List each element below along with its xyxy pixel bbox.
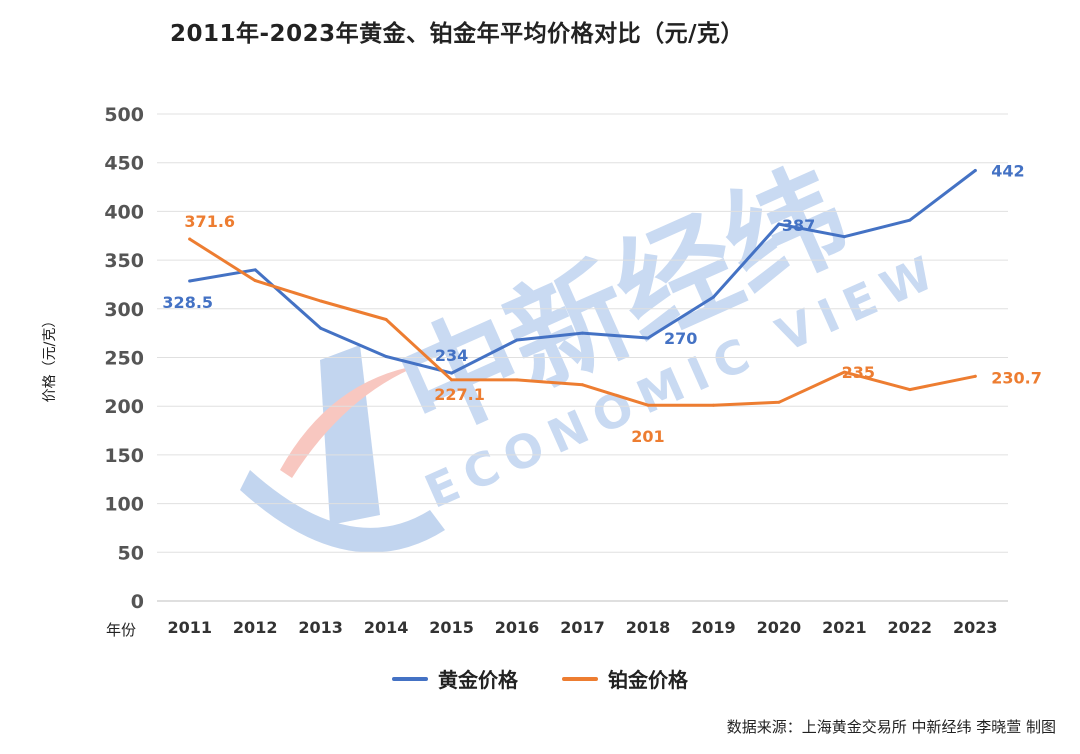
x-tick-label: 2013 [298, 618, 343, 637]
data-label: 235 [842, 363, 875, 382]
y-tick-label: 100 [104, 494, 144, 516]
data-labels: 328.5 234 270 387 442 371.6 227.1 201 235 230.7 [162, 161, 1041, 446]
axes: 0 50 100 150 200 250 300 350 400 450 500 2011 2012 20… [104, 104, 997, 637]
y-tick-label: 350 [104, 250, 144, 272]
data-point[interactable] [450, 371, 454, 375]
x-tick-label: 2020 [757, 618, 802, 637]
legend: 黄金价格 铂金价格 [0, 664, 1080, 693]
data-point[interactable] [450, 378, 454, 382]
watermark-swoosh-red [280, 365, 420, 478]
y-tick-label: 150 [104, 445, 144, 467]
data-label: 328.5 [162, 293, 213, 312]
data-point[interactable] [973, 374, 977, 378]
chart-title: 2011年-2023年黄金、铂金年平均价格对比（元/克） [170, 21, 744, 47]
data-point[interactable] [253, 279, 257, 283]
data-point[interactable] [319, 326, 323, 330]
y-tick-label: 500 [104, 104, 144, 126]
data-point[interactable] [188, 279, 192, 283]
data-point[interactable] [188, 237, 192, 241]
x-tick-label: 2021 [822, 618, 867, 637]
data-label: 230.7 [991, 368, 1042, 387]
data-label: 387 [782, 216, 815, 235]
data-label: 371.6 [184, 212, 235, 231]
data-point[interactable] [253, 268, 257, 272]
x-tick-label: 2019 [691, 618, 736, 637]
data-label: 227.1 [434, 385, 485, 404]
x-tick-label: 2017 [560, 618, 605, 637]
x-tick-label: 2015 [429, 618, 474, 637]
x-tick-label: 2018 [626, 618, 671, 637]
y-axis-label: 价格（元/克） [42, 313, 58, 403]
data-label: 234 [435, 346, 468, 365]
watermark-logo: 中新经纬 ECONOMIC VIEW [240, 144, 950, 553]
y-tick-label: 50 [118, 542, 144, 564]
x-tick-label: 2011 [167, 618, 212, 637]
watermark-swoosh-left [320, 345, 380, 525]
x-axis-label: 年份 [106, 621, 137, 639]
data-point[interactable] [384, 318, 388, 322]
legend-swatch-platinum [562, 676, 598, 681]
data-point[interactable] [908, 218, 912, 222]
data-point[interactable] [973, 168, 977, 172]
data-point[interactable] [711, 295, 715, 299]
data-point[interactable] [319, 299, 323, 303]
legend-item-platinum[interactable]: 铂金价格 [562, 664, 688, 693]
data-point[interactable] [581, 331, 584, 335]
x-tick-label: 2012 [233, 618, 278, 637]
y-tick-label: 400 [104, 201, 144, 223]
data-point[interactable] [908, 388, 912, 392]
x-tick-label: 2016 [495, 618, 540, 637]
data-point[interactable] [581, 383, 584, 387]
x-tick-label: 2022 [888, 618, 933, 637]
data-point[interactable] [515, 378, 519, 382]
legend-swatch-gold [392, 676, 428, 681]
data-label: 201 [631, 427, 664, 446]
grid-lines [157, 113, 1008, 602]
data-point[interactable] [646, 403, 650, 407]
legend-label-gold: 黄金价格 [438, 668, 518, 692]
y-tick-label: 250 [104, 348, 144, 370]
data-point[interactable] [384, 355, 388, 359]
y-tick-label: 300 [104, 299, 144, 321]
watermark-swoosh-bottom [240, 470, 445, 553]
series-lines [188, 168, 977, 407]
data-point[interactable] [842, 370, 846, 374]
source-note: 数据来源：上海黄金交易所 中新经纬 李晓萱 制图 [726, 718, 1056, 736]
y-tick-label: 450 [104, 153, 144, 175]
data-point[interactable] [646, 336, 650, 340]
legend-item-gold[interactable]: 黄金价格 [392, 664, 518, 693]
x-tick-label: 2023 [953, 618, 998, 637]
data-label: 270 [664, 329, 697, 348]
y-tick-label: 0 [131, 591, 144, 613]
data-point[interactable] [777, 222, 781, 226]
data-point[interactable] [515, 338, 519, 342]
data-label: 442 [991, 161, 1024, 180]
x-tick-label: 2014 [364, 618, 409, 637]
legend-label-platinum: 铂金价格 [608, 668, 688, 692]
data-point[interactable] [711, 403, 715, 407]
data-point[interactable] [777, 400, 781, 404]
y-tick-label: 200 [104, 396, 144, 418]
data-point[interactable] [842, 235, 846, 239]
